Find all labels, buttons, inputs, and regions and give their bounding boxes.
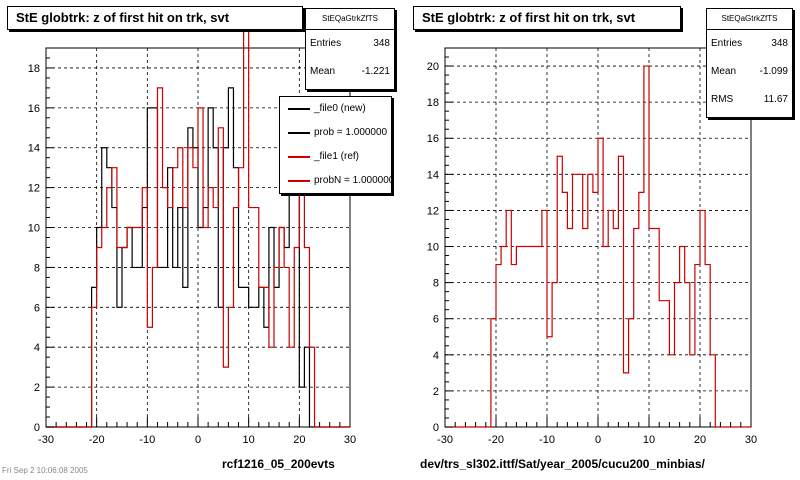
x-tick-label: 10	[243, 434, 255, 446]
y-tick-label: 8	[433, 278, 439, 290]
chart-title-left: StE globtrk: z of first hit on trk, svt	[7, 6, 303, 30]
legend-entry-file0: _file0 (new)	[280, 97, 391, 121]
y-tick-label: 16	[427, 133, 439, 145]
stats-rms: RMS 11.67	[711, 94, 788, 105]
x-axis-label-left: rcf1216_05_200evts	[222, 457, 335, 471]
x-tick-label: -30	[38, 434, 54, 446]
y-tick-label: 18	[427, 97, 439, 109]
histogram-series-0	[445, 65, 751, 428]
x-tick-label: 10	[643, 434, 655, 446]
legend-entry-probN: probN = 1.000000	[280, 169, 391, 193]
stats-entries: Entries 348	[711, 38, 788, 49]
y-tick-label: 8	[34, 262, 40, 274]
y-tick-label: 12	[28, 183, 40, 195]
y-tick-label: 16	[28, 103, 40, 115]
x-tick-label: -10	[539, 434, 555, 446]
y-tick-label: 6	[34, 302, 40, 314]
y-tick-label: 10	[28, 223, 40, 235]
y-tick-label: 14	[28, 143, 40, 155]
x-tick-label: -20	[89, 434, 105, 446]
y-tick-label: 2	[34, 382, 40, 394]
histogram-right: 0 2 4 6 8 10 12 14 16 18 20 -30 -20 -10 0 10 20 30	[427, 47, 757, 446]
x-tick-label: 0	[195, 434, 201, 446]
timestamp-footer: Fri Sep 2 10:06:08 2005	[2, 466, 88, 475]
y-tick-label: 10	[427, 242, 439, 254]
histogram-series-0	[46, 87, 350, 428]
legend-entry-prob: prob = 1.000000	[280, 121, 391, 145]
y-tick-label: 4	[433, 350, 439, 362]
stats-mean: Mean -1.099	[711, 66, 788, 77]
x-tick-label: 0	[595, 434, 601, 446]
stats-box-left: StEQaGtrkZfTS Entries 348 Mean -1.221	[305, 8, 395, 90]
stats-name: StEQaGtrkZfTS	[707, 9, 792, 30]
x-tick-label: -10	[139, 434, 155, 446]
y-tick-label: 12	[427, 205, 439, 217]
x-tick-label: 30	[344, 434, 356, 446]
histogram-series-1	[46, 27, 350, 428]
x-tick-label: -30	[437, 434, 453, 446]
x-tick-label: -20	[488, 434, 504, 446]
legend-box: _file0 (new) prob = 1.000000 _file1 (ref…	[279, 96, 392, 194]
y-tick-label: 6	[433, 314, 439, 326]
chart-title-right: StE globtrk: z of first hit on trk, svt	[413, 6, 681, 30]
y-tick-label: 2	[433, 386, 439, 398]
y-tick-label: 20	[427, 61, 439, 73]
stats-entries: Entries 348	[310, 38, 390, 49]
stats-mean: Mean -1.221	[310, 66, 390, 77]
y-tick-label: 0	[433, 422, 439, 434]
x-tick-label: 30	[745, 434, 757, 446]
stats-name: StEQaGtrkZfTS	[306, 9, 394, 30]
legend-entry-file1: _file1 (ref)	[280, 145, 391, 169]
y-tick-label: 0	[34, 422, 40, 434]
stats-box-right: StEQaGtrkZfTS Entries 348 Mean -1.099 RMS 1…	[706, 8, 793, 118]
x-tick-label: 20	[694, 434, 706, 446]
x-tick-label: 20	[293, 434, 305, 446]
y-tick-label: 14	[427, 169, 439, 181]
x-axis-label-right: dev/trs_sl302.ittf/Sat/year_2005/cucu200…	[420, 457, 705, 471]
y-tick-label: 18	[28, 63, 40, 75]
y-tick-label: 4	[34, 342, 40, 354]
